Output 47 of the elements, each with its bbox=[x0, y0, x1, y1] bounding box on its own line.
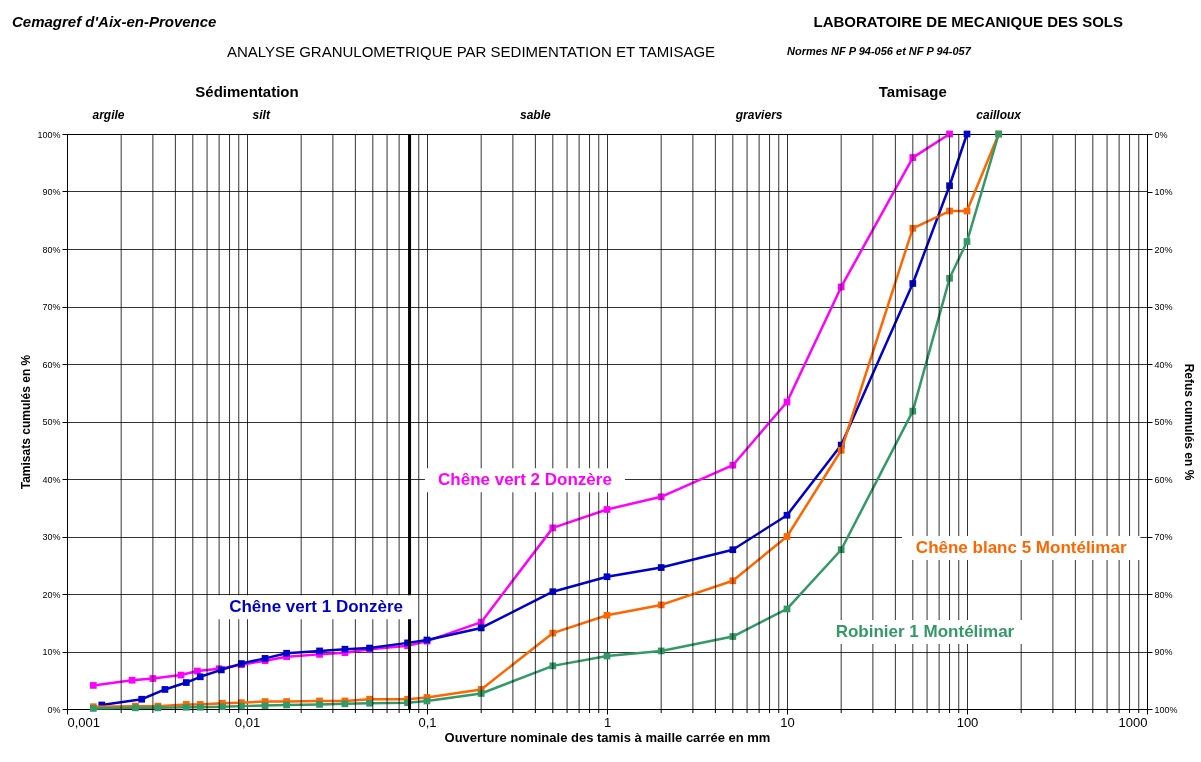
y2-tick-label: 0% bbox=[1154, 129, 1168, 140]
y2-tick-label: 60% bbox=[1154, 474, 1173, 485]
text: Cemagref d'Aix-en-Provence bbox=[12, 13, 217, 30]
y2-tick-label: 10% bbox=[1154, 187, 1173, 197]
chart-title: ANALYSE GRANULOMETRIQUE PAR SEDIMENTATION ET TAMISAGE bbox=[226, 43, 716, 60]
text: sable bbox=[520, 108, 552, 122]
x-tick-label: 1 bbox=[603, 714, 612, 730]
x-tick-label: 0,01 bbox=[234, 714, 261, 730]
series-label: Chêne vert 2 Donzère bbox=[438, 470, 612, 490]
text: Tamisage bbox=[878, 83, 947, 100]
text: graviers bbox=[734, 108, 783, 122]
y-tick-label: 70% bbox=[42, 302, 61, 312]
y2-tick-label: 40% bbox=[1154, 359, 1173, 370]
y-tick-label: 60% bbox=[42, 359, 61, 370]
y-tick-label: 40% bbox=[42, 474, 61, 485]
x-tick-label: 10 bbox=[780, 714, 795, 730]
text: silt bbox=[252, 108, 271, 122]
x-tick-label: 1000 bbox=[1118, 714, 1148, 730]
x-tick-label: 0,001 bbox=[67, 714, 101, 730]
y2-axis-title: Refus cumulés en % bbox=[1181, 363, 1196, 481]
y-axis-title: Tamisats cumulés en % bbox=[19, 354, 34, 490]
y-tick-label: 20% bbox=[42, 589, 61, 600]
text: argile bbox=[92, 108, 125, 122]
y2-tick-label: 90% bbox=[1154, 647, 1173, 657]
y-tick-label: 0% bbox=[47, 704, 61, 715]
x-tick-label: 100 bbox=[956, 714, 979, 730]
series-label: Chêne vert 1 Donzère bbox=[229, 597, 404, 617]
y2-tick-label: 50% bbox=[1154, 417, 1173, 427]
x-axis-title: Ouverture nominale des tamis à maille carrée en mm bbox=[444, 729, 771, 745]
y2-tick-label: 80% bbox=[1154, 589, 1173, 600]
text: Robinier 1 Montélimar bbox=[835, 621, 1015, 641]
y-tick-label: 90% bbox=[42, 187, 61, 197]
text: Sédimentation bbox=[195, 83, 299, 100]
y-tick-label: 30% bbox=[42, 532, 61, 542]
y2-tick-label: 20% bbox=[1154, 244, 1173, 255]
text: LABORATOIRE DE MECANIQUE DES SOLS bbox=[813, 13, 1123, 30]
y-tick-label: 100% bbox=[37, 129, 61, 140]
y2-tick-label: 100% bbox=[1154, 704, 1178, 715]
x-tick-label: 0,1 bbox=[418, 714, 437, 730]
y2-tick-label: 70% bbox=[1154, 532, 1173, 542]
y-tick-label: 80% bbox=[42, 244, 61, 255]
text: Chêne blanc 5 Montélimar bbox=[915, 538, 1127, 557]
chart-subtitle: Normes NF P 94-056 et NF P 94-057 bbox=[787, 45, 972, 57]
y2-tick-label: 30% bbox=[1154, 302, 1173, 312]
y-tick-label: 50% bbox=[42, 417, 61, 427]
y-tick-label: 10% bbox=[42, 647, 61, 657]
text: cailloux bbox=[976, 108, 1023, 122]
